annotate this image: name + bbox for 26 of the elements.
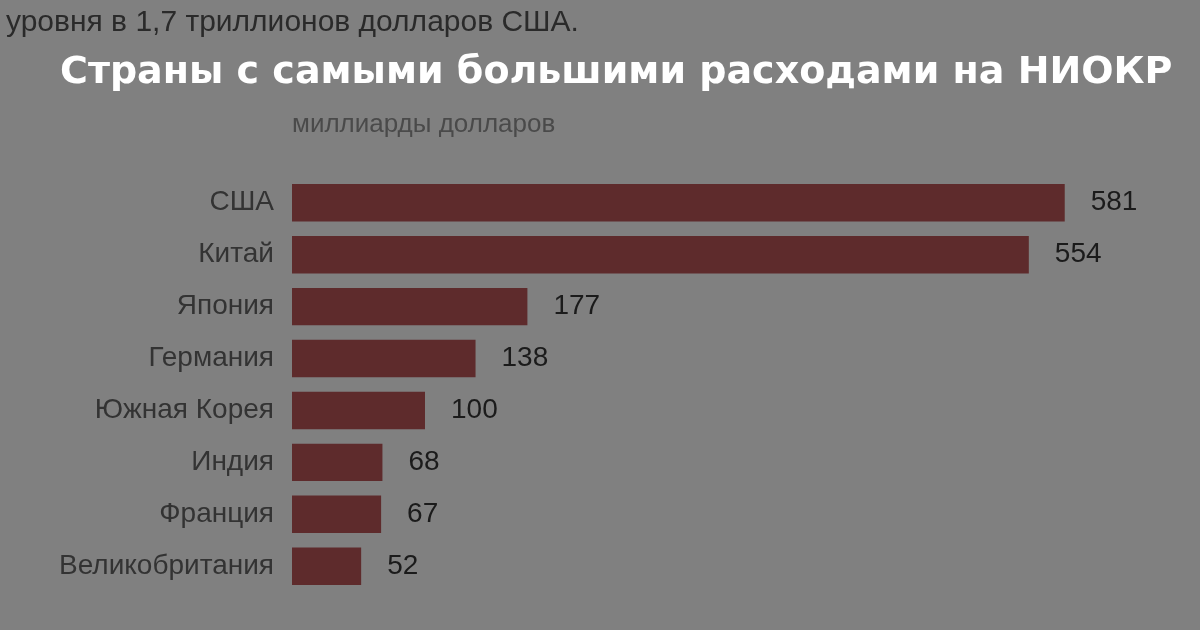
y-tick-label: Южная Корея [94, 393, 274, 425]
y-tick-label: США [209, 185, 275, 217]
y-tick-label: Франция [159, 497, 274, 529]
bar [292, 547, 362, 585]
data-label: 52 [387, 548, 419, 580]
bar [292, 391, 425, 430]
y-tick-label: Индия [191, 445, 274, 477]
y-tick-label: Великобритания [58, 548, 274, 580]
data-label: 554 [1054, 237, 1102, 269]
chart-title: Страны с самыми большими расходами на НИОКР [60, 48, 1173, 92]
data-label: 177 [553, 289, 601, 321]
bar [292, 287, 528, 326]
y-tick-label: Япония [176, 289, 274, 321]
bar [292, 495, 382, 534]
data-label: 67 [407, 497, 439, 529]
bar [292, 339, 476, 378]
y-tick-label: Германия [148, 341, 274, 373]
bar [292, 236, 1029, 274]
data-label: 100 [451, 393, 498, 425]
data-label: 138 [501, 341, 549, 373]
chart-subtitle: уровня в 1,7 триллионов долларов США. [6, 4, 579, 38]
bar [292, 443, 383, 482]
data-label: 68 [408, 445, 440, 477]
y-tick-label: Китай [198, 237, 274, 269]
bar [292, 184, 1065, 222]
data-label: 581 [1090, 185, 1138, 217]
